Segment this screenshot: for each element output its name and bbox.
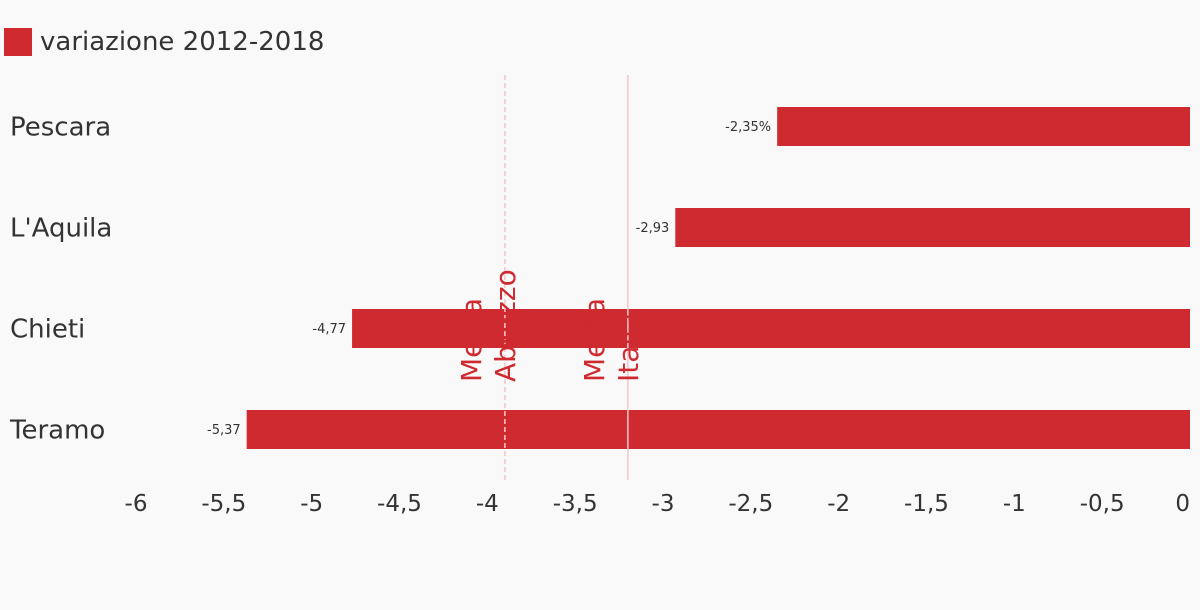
x-tick-label: -3 [652,491,675,517]
x-tick-label: 0 [1175,491,1190,517]
reference-line-label-line: Italia [612,313,645,382]
category-label: Chieti [10,315,85,345]
bar-teramo [246,410,1191,449]
x-tick-label: -1,5 [904,491,949,517]
bar-laquila [675,208,1190,247]
bar-chieti [352,309,1190,348]
category-label: L'Aquila [10,214,112,244]
x-tick-label: -6 [125,491,148,517]
reference-line-label-line: Abruzzo [489,269,522,382]
category-label: Pescara [10,113,111,143]
category-label: Teramo [9,416,105,446]
data-label: -5,37 [207,423,241,438]
x-tick-label: -5 [300,491,323,517]
reference-line-label-2: MediaItalia [578,298,645,382]
bar-pescara [777,107,1190,146]
x-tick-label: -5,5 [201,491,246,517]
reference-line-label-line: Media [455,298,488,382]
x-tick-label: -3,5 [553,491,598,517]
x-tick-label: -2,5 [728,491,773,517]
reference-line-label-1: MediaAbruzzo [455,269,522,382]
x-tick-label: -0,5 [1080,491,1125,517]
legend-label: variazione 2012-2018 [40,27,325,57]
x-tick-label: -2 [827,491,850,517]
data-label: -4,77 [312,322,346,337]
x-tick-label: -4 [476,491,499,517]
data-label: -2,93 [636,221,670,236]
legend-swatch [4,28,32,56]
x-tick-label: -4,5 [377,491,422,517]
legend: variazione 2012-2018 [4,24,324,60]
reference-line-label-line: Media [578,298,611,382]
x-tick-label: -1 [1003,491,1026,517]
data-label: -2,35% [725,120,771,135]
